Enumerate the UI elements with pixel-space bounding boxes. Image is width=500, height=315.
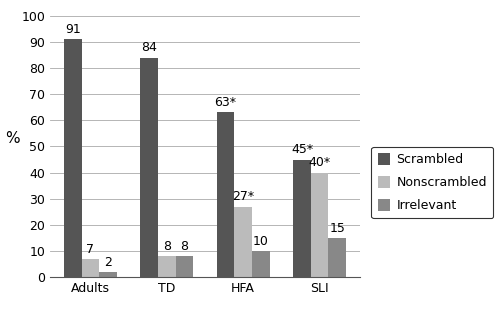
Text: 27*: 27* (232, 191, 254, 203)
Text: 8: 8 (163, 240, 171, 253)
Y-axis label: %: % (6, 131, 20, 146)
Bar (311, 173, 328, 277)
Bar (252, 251, 270, 277)
Bar (64, 39, 82, 277)
Text: 84: 84 (142, 42, 157, 54)
Text: 15: 15 (329, 222, 345, 235)
Bar (217, 112, 234, 277)
Bar (140, 58, 158, 277)
Bar (328, 238, 346, 277)
Bar (82, 259, 99, 277)
Text: 2: 2 (104, 256, 112, 269)
Text: 63*: 63* (214, 96, 236, 109)
Text: 40*: 40* (308, 157, 330, 169)
Bar (158, 256, 176, 277)
Bar (176, 256, 193, 277)
Text: 8: 8 (180, 240, 188, 253)
Bar (99, 272, 117, 277)
Legend: Scrambled, Nonscrambled, Irrelevant: Scrambled, Nonscrambled, Irrelevant (371, 147, 493, 218)
Bar (293, 160, 311, 277)
Text: 45*: 45* (291, 143, 313, 157)
Text: 10: 10 (253, 235, 268, 248)
Bar (234, 207, 252, 277)
Text: 91: 91 (65, 23, 80, 36)
Text: 7: 7 (86, 243, 94, 256)
